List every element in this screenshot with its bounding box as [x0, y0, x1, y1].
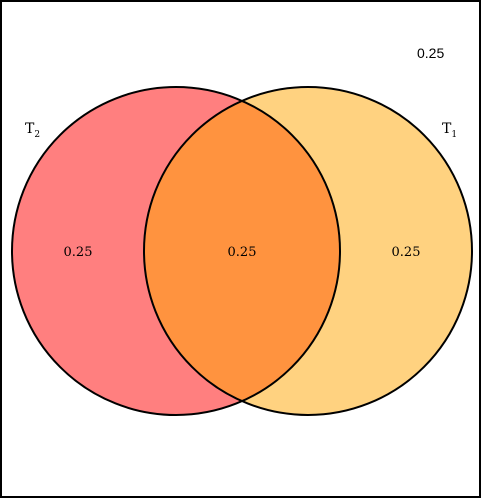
set-t1-label: T1 [442, 121, 457, 140]
set-t1-label-base: T [442, 121, 452, 137]
set-t1-label-subscript: 1 [451, 130, 457, 140]
outside-value: 0.25 [417, 45, 444, 61]
set-t2-only-value: 0.25 [64, 245, 93, 260]
intersection-region [144, 87, 340, 415]
set-t1-outline [143, 86, 473, 416]
set-t2-label-subscript: 2 [34, 130, 40, 140]
set-t2-label-base: T [25, 121, 35, 137]
set-t2-label: T2 [25, 121, 40, 140]
set-t1-only-value: 0.25 [392, 245, 421, 260]
set-t2-outline [11, 86, 341, 416]
intersection-value: 0.25 [228, 245, 257, 260]
